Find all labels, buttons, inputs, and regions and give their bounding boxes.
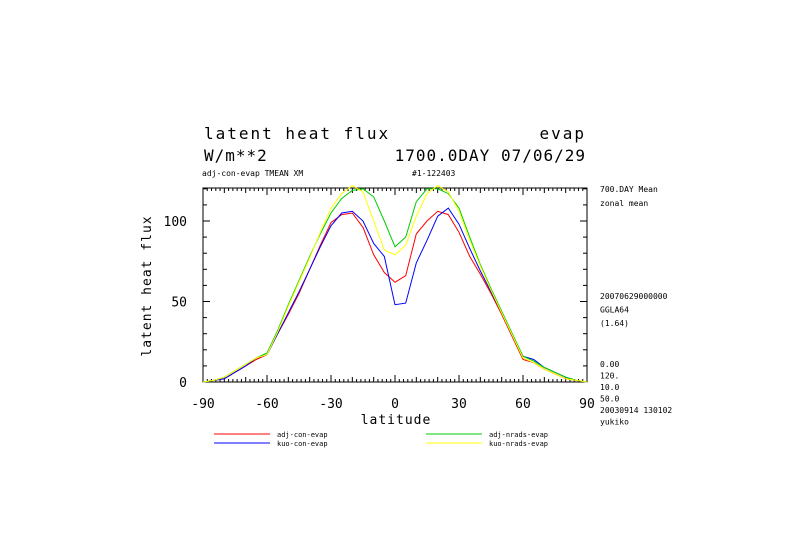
x-axis-label: latitude: [361, 413, 432, 428]
x-tick-label: -60: [255, 397, 278, 412]
plot-border: [202, 187, 588, 383]
side-info-line: yukiko: [600, 418, 629, 427]
units-label: W/m**2: [204, 146, 268, 165]
y-tick-label: 0: [179, 376, 187, 391]
side-info-panel: 700.DAY Mean zonal mean 20070629000000 GGLA…: [600, 185, 672, 427]
subtitle-left: adj-con-evap TMEAN XM: [202, 169, 303, 178]
axis-ticks: [202, 188, 588, 383]
date-label: 1700.0DAY 07/06/29: [395, 146, 586, 165]
x-tick-label: -90: [191, 397, 214, 412]
legend-label: adj-nrads-evap: [489, 431, 548, 439]
legend-label: kuo-con-evap: [277, 440, 328, 448]
side-info-line: 20030914 130102: [600, 406, 672, 415]
subtitle-right: #1-122403: [412, 169, 456, 178]
x-tick-label: 30: [451, 397, 467, 412]
y-tick-label: 50: [171, 296, 187, 311]
side-info-line: 700.DAY Mean: [600, 185, 658, 194]
x-tick-label: -30: [319, 397, 342, 412]
x-tick-label: 0: [391, 397, 399, 412]
side-info-line: 120.: [600, 372, 619, 381]
side-info-line: 20070629000000: [600, 292, 668, 301]
chart-title-right: evap: [539, 124, 586, 143]
plot-frame: [202, 187, 588, 383]
series-line-kuo-nrads-evap: [202, 184, 588, 383]
side-info-line: GGLA64: [600, 306, 629, 315]
side-info-line: 10.0: [600, 383, 619, 392]
series-line-adj-nrads-evap: [202, 188, 588, 383]
side-info-line: (1.64): [600, 319, 629, 328]
legend-label: adj-con-evap: [277, 431, 328, 439]
legend-label: kuo-nrads-evap: [489, 440, 548, 448]
x-tick-label: 90: [579, 397, 595, 412]
chart-title: latent heat flux: [204, 124, 390, 143]
tick-labels: -90 -60 -30 0 30 60 90 0 50 100: [164, 215, 595, 412]
side-info-line: zonal mean: [600, 199, 648, 208]
side-info-line: 0.00: [600, 360, 619, 369]
side-info-line: 50.0: [600, 395, 619, 404]
x-tick-label: 60: [515, 397, 531, 412]
series-lines: [202, 184, 588, 383]
y-axis-label: latent heat flux: [140, 215, 155, 356]
y-tick-label: 100: [164, 215, 187, 230]
